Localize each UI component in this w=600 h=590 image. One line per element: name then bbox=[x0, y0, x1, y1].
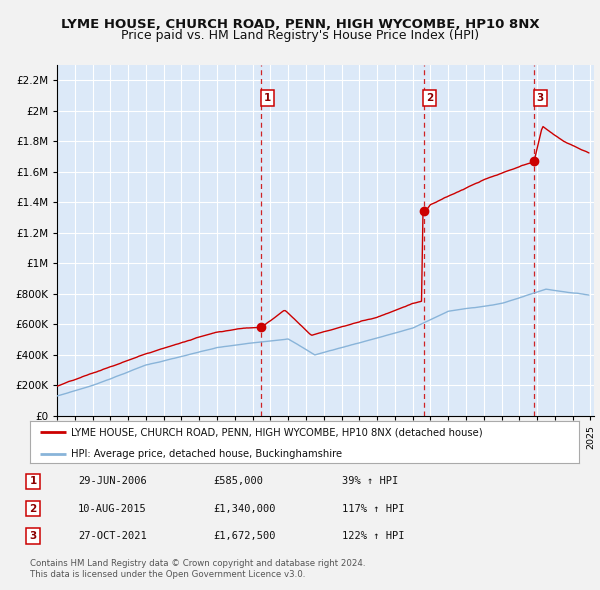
Text: HPI: Average price, detached house, Buckinghamshire: HPI: Average price, detached house, Buck… bbox=[71, 449, 342, 459]
Text: 39% ↑ HPI: 39% ↑ HPI bbox=[342, 477, 398, 486]
Text: 2: 2 bbox=[427, 93, 434, 103]
Text: LYME HOUSE, CHURCH ROAD, PENN, HIGH WYCOMBE, HP10 8NX (detached house): LYME HOUSE, CHURCH ROAD, PENN, HIGH WYCO… bbox=[71, 427, 483, 437]
Text: 29-JUN-2006: 29-JUN-2006 bbox=[78, 477, 147, 486]
Text: 3: 3 bbox=[29, 531, 37, 540]
Text: 117% ↑ HPI: 117% ↑ HPI bbox=[342, 504, 404, 513]
Text: LYME HOUSE, CHURCH ROAD, PENN, HIGH WYCOMBE, HP10 8NX: LYME HOUSE, CHURCH ROAD, PENN, HIGH WYCO… bbox=[61, 18, 539, 31]
Text: 10-AUG-2015: 10-AUG-2015 bbox=[78, 504, 147, 513]
Text: 1: 1 bbox=[29, 477, 37, 486]
Text: 2: 2 bbox=[29, 504, 37, 513]
Text: 122% ↑ HPI: 122% ↑ HPI bbox=[342, 531, 404, 540]
Text: 1: 1 bbox=[264, 93, 271, 103]
Text: £585,000: £585,000 bbox=[213, 477, 263, 486]
Text: £1,340,000: £1,340,000 bbox=[213, 504, 275, 513]
Text: Contains HM Land Registry data © Crown copyright and database right 2024.: Contains HM Land Registry data © Crown c… bbox=[30, 559, 365, 568]
Text: 3: 3 bbox=[537, 93, 544, 103]
Text: Price paid vs. HM Land Registry's House Price Index (HPI): Price paid vs. HM Land Registry's House … bbox=[121, 30, 479, 42]
Text: £1,672,500: £1,672,500 bbox=[213, 531, 275, 540]
Text: 27-OCT-2021: 27-OCT-2021 bbox=[78, 531, 147, 540]
Text: This data is licensed under the Open Government Licence v3.0.: This data is licensed under the Open Gov… bbox=[30, 571, 305, 579]
